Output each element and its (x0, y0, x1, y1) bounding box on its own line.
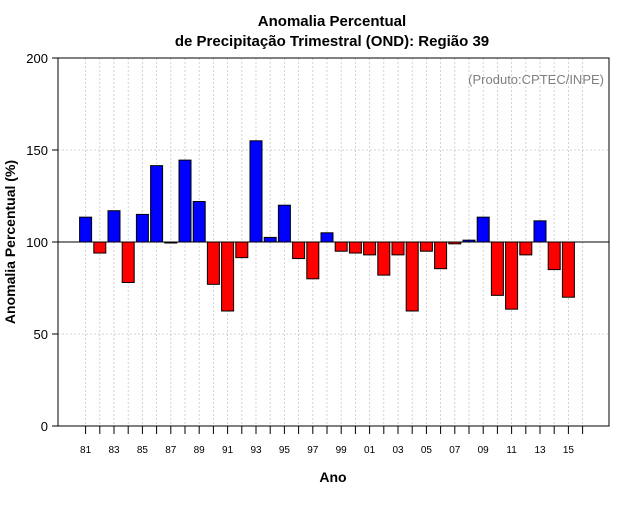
x-tick-label: 85 (137, 445, 149, 456)
bar-97 (306, 241, 320, 280)
bar-11 (505, 241, 519, 310)
bar-06 (434, 241, 448, 270)
x-tick-label: 05 (421, 445, 433, 456)
bar-98 (320, 232, 334, 243)
bar-84 (121, 241, 135, 283)
bar-00 (348, 241, 362, 254)
bar-81 (79, 216, 93, 243)
x-tick-label: 93 (250, 445, 262, 456)
bar-05 (419, 241, 433, 252)
bar-09 (476, 216, 490, 243)
bar-96 (292, 241, 306, 260)
bar-10 (490, 241, 504, 296)
bar-82 (93, 241, 107, 254)
bar-99 (334, 241, 348, 252)
x-tick-label: 91 (222, 445, 234, 456)
bar-91 (221, 241, 235, 312)
x-tick-label: 97 (307, 445, 319, 456)
bar-01 (363, 241, 377, 256)
x-tick-label: 83 (108, 445, 120, 456)
axes: 0 50 100 150 200 81 83 85 87 89 91 93 95 97 99 01 03 05 07… (26, 51, 610, 456)
bar-13 (533, 220, 547, 243)
bar-15 (561, 241, 575, 298)
bar-02 (377, 241, 391, 276)
x-tick-label: 99 (336, 445, 348, 456)
y-tick-label: 50 (34, 327, 48, 342)
y-axis-label: Anomalia Percentual (%) (2, 160, 18, 324)
bar-95 (277, 204, 291, 243)
x-tick-label: 81 (80, 445, 92, 456)
bar-94 (263, 236, 277, 243)
chart-title-line-1: Anomalia Percentual (258, 13, 406, 30)
x-tick-label: 01 (364, 445, 376, 456)
x-axis-label: Ano (319, 469, 346, 485)
x-tick-label: 87 (165, 445, 177, 456)
bar-04 (405, 241, 419, 312)
y-tick-label: 200 (26, 51, 48, 66)
bar-86 (150, 165, 164, 243)
bar-12 (519, 241, 533, 256)
x-tick-label: 07 (449, 445, 461, 456)
x-tick-label: 15 (563, 445, 575, 456)
x-tick-label: 09 (478, 445, 490, 456)
y-tick-label: 150 (26, 143, 48, 158)
x-tick-label: 03 (392, 445, 404, 456)
x-tick-label: 95 (279, 445, 291, 456)
bar-14 (547, 241, 561, 271)
chart-title-line-2: de Precipitação Trimestral (OND): Região… (175, 33, 489, 50)
x-tick-label: 11 (506, 445, 517, 456)
bar-92 (235, 241, 249, 259)
bar-89 (192, 201, 206, 243)
bar-85 (135, 213, 149, 243)
bar-90 (206, 241, 220, 285)
x-tick-label: 89 (194, 445, 206, 456)
watermark-text: (Produto:CPTEC/INPE) (468, 72, 604, 87)
y-tick-label: 0 (41, 419, 48, 434)
bar-93 (249, 140, 263, 243)
y-tick-label: 100 (26, 235, 48, 250)
bar-03 (391, 241, 405, 256)
bar-83 (107, 210, 121, 243)
bar-88 (178, 159, 192, 243)
x-tick-label: 13 (534, 445, 546, 456)
